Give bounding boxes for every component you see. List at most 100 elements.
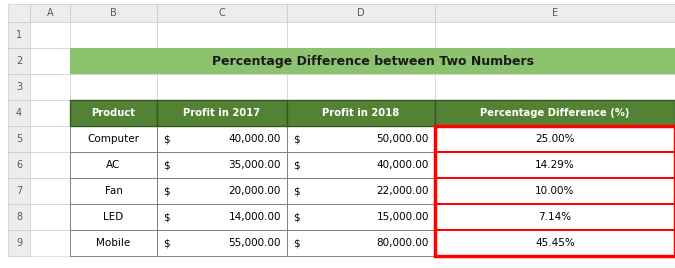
Bar xyxy=(287,4,435,22)
Bar xyxy=(70,152,157,178)
Text: 6: 6 xyxy=(16,160,22,170)
Bar xyxy=(435,204,675,230)
Text: $: $ xyxy=(163,160,169,170)
Text: 4: 4 xyxy=(16,108,22,118)
Bar xyxy=(30,4,70,22)
Bar xyxy=(435,152,675,178)
Bar xyxy=(435,126,675,152)
Bar xyxy=(30,178,70,204)
Bar xyxy=(287,48,435,74)
Bar xyxy=(435,178,675,204)
Text: $: $ xyxy=(163,134,169,144)
Text: $: $ xyxy=(163,212,169,222)
Bar xyxy=(287,178,435,204)
Bar xyxy=(8,100,30,126)
Bar xyxy=(70,178,157,204)
Text: $: $ xyxy=(163,238,169,248)
Text: A: A xyxy=(47,8,53,18)
Bar xyxy=(287,126,435,152)
Bar xyxy=(157,178,287,204)
Text: Percentage Difference (%): Percentage Difference (%) xyxy=(481,108,630,118)
Text: Profit in 2018: Profit in 2018 xyxy=(323,108,400,118)
Bar xyxy=(70,152,157,178)
Bar xyxy=(435,48,675,74)
Bar xyxy=(287,152,435,178)
Text: 45.45%: 45.45% xyxy=(535,238,575,248)
Bar xyxy=(70,48,157,74)
Bar xyxy=(8,204,30,230)
Bar xyxy=(157,126,287,152)
Text: 35,000.00: 35,000.00 xyxy=(229,160,281,170)
Bar xyxy=(435,126,675,256)
Bar xyxy=(8,230,30,256)
Text: C: C xyxy=(219,8,225,18)
Text: E: E xyxy=(552,8,558,18)
Bar xyxy=(8,126,30,152)
Bar xyxy=(30,204,70,230)
Bar xyxy=(70,230,157,256)
Bar xyxy=(157,22,287,48)
Text: $: $ xyxy=(293,212,300,222)
Bar xyxy=(287,74,435,100)
Text: Fan: Fan xyxy=(105,186,122,196)
Bar xyxy=(8,48,30,74)
Bar xyxy=(8,178,30,204)
Text: 40,000.00: 40,000.00 xyxy=(229,134,281,144)
Bar xyxy=(157,152,287,178)
Bar xyxy=(30,48,70,74)
Text: 2: 2 xyxy=(16,56,22,66)
Bar xyxy=(435,100,675,126)
Bar xyxy=(157,178,287,204)
Text: 55,000.00: 55,000.00 xyxy=(229,238,281,248)
Bar xyxy=(157,230,287,256)
Bar xyxy=(157,74,287,100)
Text: AC: AC xyxy=(107,160,121,170)
Bar xyxy=(70,74,157,100)
Text: B: B xyxy=(110,8,117,18)
Bar xyxy=(435,22,675,48)
Bar xyxy=(435,100,675,126)
Text: Product: Product xyxy=(92,108,136,118)
Text: 1: 1 xyxy=(16,30,22,40)
Text: 25.00%: 25.00% xyxy=(535,134,574,144)
Bar xyxy=(157,204,287,230)
Text: 50,000.00: 50,000.00 xyxy=(377,134,429,144)
Text: 7: 7 xyxy=(16,186,22,196)
Bar xyxy=(157,100,287,126)
Text: $: $ xyxy=(293,160,300,170)
Text: 22,000.00: 22,000.00 xyxy=(377,186,429,196)
Text: 14.29%: 14.29% xyxy=(535,160,575,170)
Bar xyxy=(157,100,287,126)
Text: $: $ xyxy=(163,186,169,196)
Text: $: $ xyxy=(293,186,300,196)
Text: 15,000.00: 15,000.00 xyxy=(377,212,429,222)
Bar xyxy=(435,230,675,256)
Bar xyxy=(435,178,675,204)
Bar xyxy=(70,100,157,126)
Bar xyxy=(8,22,30,48)
Bar xyxy=(287,204,435,230)
Text: Profit in 2017: Profit in 2017 xyxy=(184,108,261,118)
Bar xyxy=(70,22,157,48)
Bar xyxy=(435,152,675,178)
Text: Mobile: Mobile xyxy=(97,238,131,248)
Text: 10.00%: 10.00% xyxy=(535,186,574,196)
Text: Percentage Difference between Two Numbers: Percentage Difference between Two Number… xyxy=(211,54,533,68)
Text: 80,000.00: 80,000.00 xyxy=(377,238,429,248)
Bar xyxy=(30,230,70,256)
Bar xyxy=(30,74,70,100)
Text: $: $ xyxy=(293,134,300,144)
Bar xyxy=(8,4,30,22)
Bar xyxy=(287,100,435,126)
Bar xyxy=(70,48,675,74)
Bar xyxy=(287,230,435,256)
Bar xyxy=(287,204,435,230)
Bar xyxy=(435,126,675,152)
Bar xyxy=(70,204,157,230)
Text: $: $ xyxy=(293,238,300,248)
Bar xyxy=(287,22,435,48)
Bar xyxy=(287,100,435,126)
Bar xyxy=(287,126,435,152)
Bar xyxy=(157,4,287,22)
Bar xyxy=(70,4,157,22)
